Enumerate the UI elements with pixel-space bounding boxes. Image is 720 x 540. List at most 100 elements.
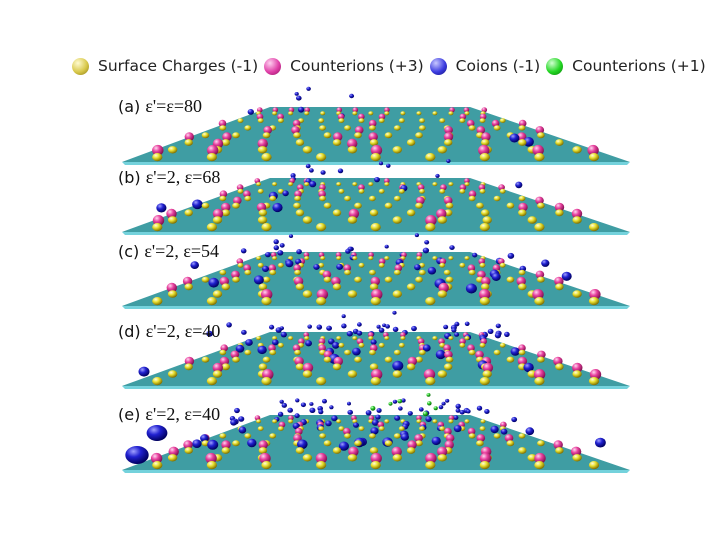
coion-sphere <box>453 425 462 433</box>
coion-sphere <box>425 416 432 422</box>
surface-charge-sphere <box>482 370 492 378</box>
coion-sphere <box>382 323 387 328</box>
surface-charge-sphere <box>518 447 527 454</box>
surface-charge-sphere <box>288 182 294 187</box>
panel-label: (e) ε'=2, ε=40 <box>118 404 220 425</box>
coion-sphere <box>427 266 437 275</box>
surface-charge-sphere <box>493 195 501 202</box>
counterion-3-sphere <box>322 270 332 279</box>
surface-charge-sphere <box>518 195 526 202</box>
coion-sphere <box>438 405 444 410</box>
counterion-3-sphere <box>315 452 328 464</box>
surface-charge-sphere <box>269 195 277 202</box>
surface-charge-sphere <box>206 297 217 306</box>
coion-sphere <box>226 322 232 328</box>
coion-sphere <box>453 415 459 420</box>
counterion-3-sphere <box>212 208 224 219</box>
counterion-3-sphere <box>152 215 165 226</box>
coion-sphere <box>465 283 477 294</box>
surface-charge-sphere <box>221 363 230 371</box>
counterion-3-sphere <box>219 356 230 366</box>
surface-charge-sphere <box>272 336 278 341</box>
coion-sphere <box>459 410 465 415</box>
surface-charge-sphere <box>344 269 351 276</box>
plane-edge <box>122 232 630 235</box>
surface-charge-sphere <box>152 153 163 162</box>
counterion-3-sphere <box>293 264 302 272</box>
counterion-3-sphere <box>218 119 227 127</box>
counterion-3-sphere <box>449 107 455 113</box>
surface-charge-sphere <box>316 461 327 470</box>
coion-sphere <box>347 401 351 406</box>
coion-sphere <box>247 109 254 115</box>
coion-sphere <box>491 272 501 281</box>
surface-charge-sphere <box>572 290 582 298</box>
coion-sphere <box>371 419 379 426</box>
surface-charge-sphere <box>368 336 374 341</box>
surface-charge-sphere <box>534 223 545 232</box>
coion-sphere <box>352 347 361 356</box>
coion-sphere <box>306 86 311 91</box>
surface-charge-sphere <box>347 370 358 378</box>
surface-charge-sphere <box>506 440 515 447</box>
coion-sphere <box>245 339 253 346</box>
surface-charge-sphere <box>295 447 305 454</box>
coion-sphere <box>561 271 572 281</box>
counterion-3-sphere <box>243 190 251 198</box>
coion-sphere <box>275 327 282 333</box>
counterion-3-sphere <box>293 276 304 286</box>
counterion-3-sphere <box>517 132 527 142</box>
coion-sphere <box>138 366 150 377</box>
coion-sphere <box>400 433 409 441</box>
surface-charge-sphere <box>378 262 385 268</box>
counterion-3-sphere <box>414 434 423 443</box>
surface-charge-sphere <box>406 139 416 146</box>
surface-charge-sphere <box>555 447 564 454</box>
counterion-3-sphere <box>423 369 436 380</box>
surface-charge-sphere <box>378 118 385 123</box>
counterion-3-sphere <box>467 427 476 435</box>
coion-sphere <box>296 95 302 101</box>
counterion-3-sphere <box>370 144 383 156</box>
counterion-3-sphere <box>534 452 546 464</box>
surface-charge-sphere <box>464 419 470 424</box>
surface-charge-sphere <box>459 262 466 268</box>
surface-charge-sphere <box>167 216 178 224</box>
surface-charge-sphere <box>445 356 454 363</box>
counterion-3-sphere <box>243 264 251 272</box>
coion-sphere <box>282 190 289 197</box>
surface-charge-sphere <box>537 276 545 283</box>
surface-charge-sphere <box>393 349 401 356</box>
surface-charge-sphere <box>258 209 268 217</box>
coion-sphere <box>292 422 300 430</box>
coion-sphere <box>325 420 332 427</box>
coion-sphere <box>484 409 490 414</box>
counterion-3-sphere <box>221 440 231 450</box>
coion-sphere <box>376 408 382 413</box>
counterion-3-sphere <box>517 356 528 366</box>
counterion-3-sphere <box>292 344 301 352</box>
counterion-3-sphere <box>554 202 565 212</box>
coion-sphere <box>285 260 294 268</box>
counterion-3-sphere <box>371 289 383 300</box>
coion-sphere <box>230 419 238 426</box>
surface-charge-sphere <box>425 223 436 232</box>
surface-charge-sphere <box>201 356 210 363</box>
coion-sphere <box>294 92 299 96</box>
surface-charge-sphere <box>304 182 310 187</box>
surface-charge-sphere <box>370 223 381 232</box>
coion-sphere <box>385 324 390 329</box>
counterion-3-sphere <box>205 452 217 464</box>
surface-charge-sphere <box>384 440 393 447</box>
surface-charge-sphere <box>378 426 385 431</box>
surface-charge-sphere <box>518 125 526 131</box>
counterion-3-sphere <box>296 184 304 191</box>
coion-sphere <box>451 327 457 333</box>
surface-charge-sphere <box>369 363 379 371</box>
counterion-3-sphere <box>318 190 326 198</box>
coion-sphere <box>495 323 501 329</box>
legend-label: Counterions (+3) <box>290 57 424 75</box>
surface-charge-sphere <box>354 202 362 209</box>
counterion-3-sphere <box>571 208 583 219</box>
surface-charge-sphere <box>212 216 223 224</box>
